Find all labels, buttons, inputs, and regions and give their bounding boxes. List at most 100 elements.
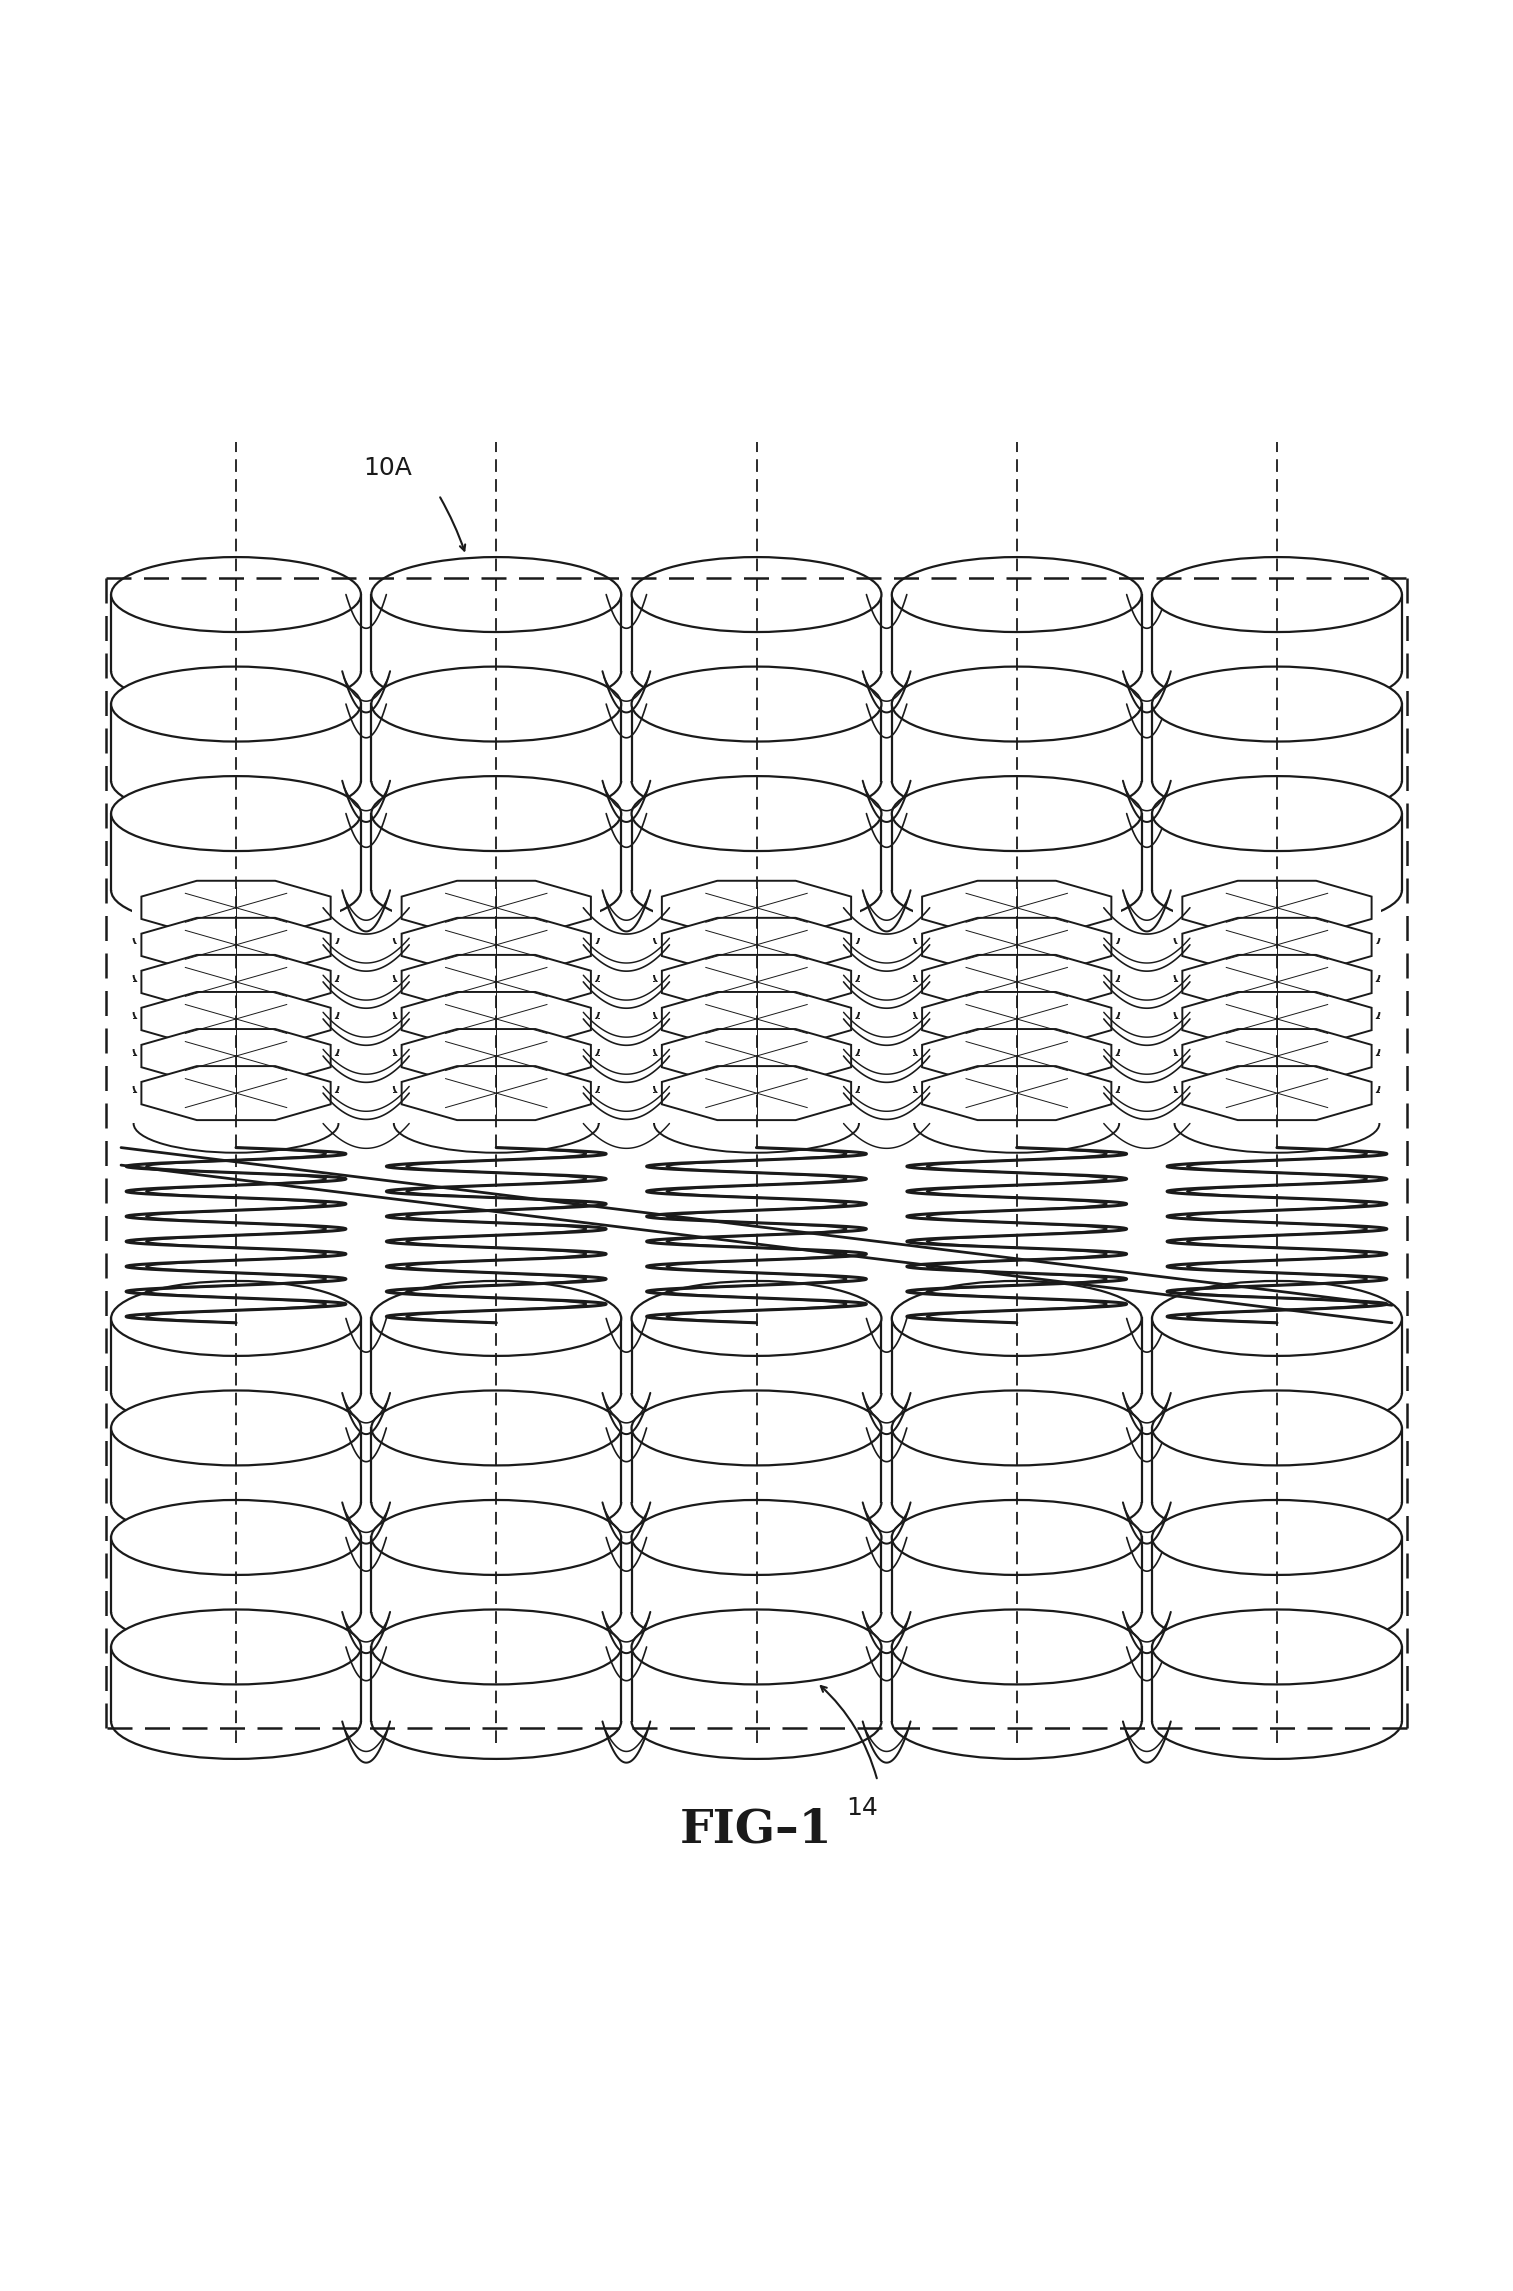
Polygon shape	[401, 880, 592, 935]
Ellipse shape	[133, 1056, 339, 1116]
Polygon shape	[107, 1462, 365, 1503]
Ellipse shape	[110, 1281, 362, 1356]
Polygon shape	[1173, 1019, 1381, 1049]
Polygon shape	[888, 630, 1145, 671]
Polygon shape	[912, 907, 1121, 939]
Polygon shape	[631, 703, 882, 781]
Polygon shape	[888, 1352, 1145, 1393]
Ellipse shape	[110, 1464, 362, 1540]
Polygon shape	[110, 1537, 362, 1613]
Ellipse shape	[631, 1684, 882, 1759]
Polygon shape	[368, 1682, 625, 1721]
Ellipse shape	[1151, 1391, 1403, 1466]
Ellipse shape	[110, 635, 362, 708]
Polygon shape	[628, 1682, 885, 1721]
Polygon shape	[631, 1317, 882, 1393]
Polygon shape	[132, 944, 340, 976]
Polygon shape	[1151, 596, 1403, 671]
Polygon shape	[888, 850, 1145, 891]
Ellipse shape	[631, 1356, 882, 1430]
Polygon shape	[368, 740, 625, 781]
Polygon shape	[1148, 850, 1406, 891]
Ellipse shape	[1151, 667, 1403, 742]
Polygon shape	[1148, 1682, 1406, 1721]
Polygon shape	[661, 1029, 852, 1084]
Polygon shape	[1173, 981, 1381, 1013]
Polygon shape	[1182, 880, 1372, 935]
Ellipse shape	[393, 1095, 599, 1152]
Ellipse shape	[654, 1019, 859, 1079]
Ellipse shape	[654, 1095, 859, 1152]
Polygon shape	[393, 983, 599, 1013]
Polygon shape	[914, 983, 1120, 1013]
Polygon shape	[110, 596, 362, 671]
Ellipse shape	[371, 1574, 622, 1650]
Polygon shape	[1148, 740, 1406, 781]
Polygon shape	[132, 907, 340, 939]
Polygon shape	[628, 1352, 885, 1393]
Ellipse shape	[371, 852, 622, 928]
Ellipse shape	[1151, 777, 1403, 850]
Ellipse shape	[914, 1056, 1120, 1116]
Ellipse shape	[631, 852, 882, 928]
Polygon shape	[110, 813, 362, 891]
Ellipse shape	[631, 1501, 882, 1574]
Polygon shape	[371, 1317, 622, 1393]
Polygon shape	[393, 1056, 599, 1086]
Ellipse shape	[110, 1501, 362, 1574]
Polygon shape	[107, 1352, 365, 1393]
Ellipse shape	[371, 1391, 622, 1466]
Ellipse shape	[1174, 1095, 1380, 1152]
Ellipse shape	[371, 635, 622, 708]
Polygon shape	[912, 944, 1121, 976]
Polygon shape	[401, 1029, 592, 1084]
Ellipse shape	[371, 1464, 622, 1540]
Ellipse shape	[914, 983, 1120, 1042]
Polygon shape	[107, 850, 365, 891]
Polygon shape	[371, 1427, 622, 1503]
Polygon shape	[914, 1019, 1120, 1049]
Ellipse shape	[1174, 983, 1380, 1042]
Ellipse shape	[110, 777, 362, 850]
Polygon shape	[141, 992, 331, 1047]
Polygon shape	[654, 1019, 859, 1049]
Polygon shape	[141, 1065, 331, 1120]
Polygon shape	[401, 919, 592, 971]
Ellipse shape	[914, 910, 1120, 967]
Ellipse shape	[110, 557, 362, 632]
Polygon shape	[133, 1056, 339, 1086]
Polygon shape	[141, 880, 331, 935]
Polygon shape	[661, 955, 852, 1008]
Polygon shape	[110, 703, 362, 781]
Polygon shape	[921, 1029, 1112, 1084]
Ellipse shape	[631, 1611, 882, 1684]
Ellipse shape	[631, 635, 882, 708]
Polygon shape	[132, 1019, 340, 1049]
Polygon shape	[921, 992, 1112, 1047]
Ellipse shape	[631, 742, 882, 818]
Ellipse shape	[654, 983, 859, 1042]
Ellipse shape	[110, 852, 362, 928]
Polygon shape	[1151, 813, 1403, 891]
Ellipse shape	[1151, 1281, 1403, 1356]
Polygon shape	[628, 740, 885, 781]
Polygon shape	[654, 944, 859, 976]
Polygon shape	[628, 1462, 885, 1503]
Polygon shape	[914, 907, 1120, 939]
Ellipse shape	[110, 1356, 362, 1430]
Polygon shape	[891, 1537, 1142, 1613]
Ellipse shape	[393, 1019, 599, 1079]
Ellipse shape	[914, 1095, 1120, 1152]
Polygon shape	[132, 1093, 340, 1123]
Polygon shape	[132, 1056, 340, 1086]
Polygon shape	[652, 981, 861, 1013]
Polygon shape	[1182, 1029, 1372, 1084]
Polygon shape	[392, 1056, 601, 1086]
Ellipse shape	[891, 1464, 1142, 1540]
Polygon shape	[133, 907, 339, 939]
Text: 10A: 10A	[363, 456, 412, 479]
Ellipse shape	[371, 1356, 622, 1430]
Polygon shape	[888, 740, 1145, 781]
Ellipse shape	[654, 910, 859, 967]
Polygon shape	[392, 1093, 601, 1123]
